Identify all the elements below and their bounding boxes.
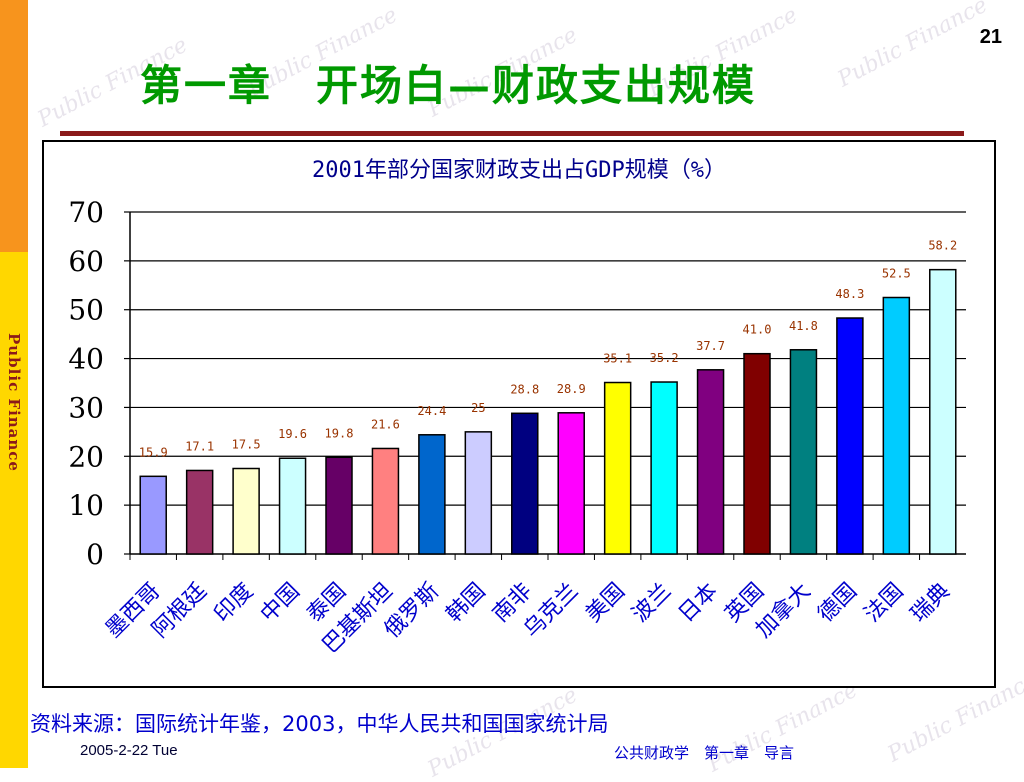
bar-法国 — [882, 296, 911, 555]
data-label: 15.9 — [139, 445, 168, 459]
data-label: 52.5 — [882, 267, 911, 281]
bar-俄罗斯 — [418, 434, 446, 555]
bar-墨西哥 — [139, 475, 167, 555]
bar-印度 — [232, 467, 260, 555]
data-label: 25 — [471, 401, 485, 415]
data-label: 41.8 — [789, 319, 818, 333]
bar-韩国 — [464, 431, 493, 555]
y-tick-label-30: 30 — [68, 391, 104, 424]
data-label: 41.0 — [743, 323, 772, 337]
side-label: Public Finance — [0, 252, 28, 552]
x-tick-label: 中国 — [256, 579, 305, 628]
x-tick-label: 印度 — [210, 579, 259, 628]
y-tick-label-60: 60 — [68, 245, 104, 278]
bar-加拿大 — [789, 349, 818, 555]
bar-chart: 01020304050607015.9墨西哥17.1阿根廷17.5印度19.6中… — [68, 196, 966, 658]
side-label-text: Public Finance — [5, 332, 23, 472]
y-tick-label-50: 50 — [68, 294, 104, 327]
bar-瑞典 — [929, 268, 957, 555]
data-label: 19.8 — [325, 426, 354, 440]
bar-美国 — [603, 381, 632, 555]
chart-frame: 2001年部分国家财政支出占GDP规模（%） 0 10 20 30 40 50 60 70 15… — [42, 140, 996, 688]
page-number: 21 — [979, 26, 1002, 48]
data-label: 58.2 — [928, 239, 957, 253]
bar-阿根廷 — [185, 469, 214, 555]
left-accent-bar-yellow — [0, 252, 28, 768]
x-tick-label: 波兰 — [628, 579, 677, 628]
bar-中国 — [278, 457, 307, 555]
data-label: 17.1 — [185, 439, 214, 453]
y-tick-label-40: 40 — [68, 343, 104, 376]
data-label: 35.2 — [650, 351, 679, 365]
bar-巴基斯坦 — [371, 447, 400, 555]
y-tick-label-20: 20 — [68, 440, 104, 473]
footer-course: 公共财政学 第一章 导言 — [614, 744, 795, 762]
x-tick-label: 韩国 — [442, 579, 491, 628]
data-label: 19.6 — [278, 427, 307, 441]
bar-南非 — [511, 412, 539, 555]
x-tick-label: 美国 — [581, 579, 630, 628]
title-divider — [60, 131, 964, 136]
data-label: 21.6 — [371, 417, 400, 431]
x-tick-label: 法国 — [860, 579, 909, 628]
y-tick-label-70: 70 — [68, 196, 104, 229]
y-tick-label-10: 10 — [68, 489, 104, 522]
bar-英国 — [743, 352, 771, 555]
y-tick-label-0: 0 — [86, 538, 104, 571]
x-tick-label: 日本 — [674, 579, 723, 628]
x-tick-label: 瑞典 — [906, 579, 955, 628]
data-label: 24.4 — [417, 404, 446, 418]
left-accent-bar-orange — [0, 0, 28, 252]
slide-title: 第一章 开场白—财政支出规模 — [140, 61, 757, 110]
bar-波兰 — [650, 381, 678, 555]
bar-日本 — [696, 369, 725, 555]
data-label: 17.5 — [232, 438, 261, 452]
data-label: 48.3 — [835, 287, 864, 301]
footer-date: 2005-2-22 Tue — [80, 742, 178, 759]
watermark: Public Finance — [833, 0, 992, 93]
x-tick-label: 德国 — [813, 579, 862, 628]
data-label: 28.8 — [510, 382, 539, 396]
data-label: 37.7 — [696, 339, 725, 353]
chart-title: 2001年部分国家财政支出占GDP规模（%） — [312, 158, 726, 183]
source-note: 资料来源：国际统计年鉴，2003，中华人民共和国国家统计局 — [30, 712, 609, 736]
data-label: 35.1 — [603, 352, 632, 366]
data-label: 28.9 — [557, 382, 586, 396]
bar-泰国 — [325, 456, 353, 555]
bar-德国 — [836, 317, 864, 555]
bar-乌克兰 — [557, 412, 585, 555]
